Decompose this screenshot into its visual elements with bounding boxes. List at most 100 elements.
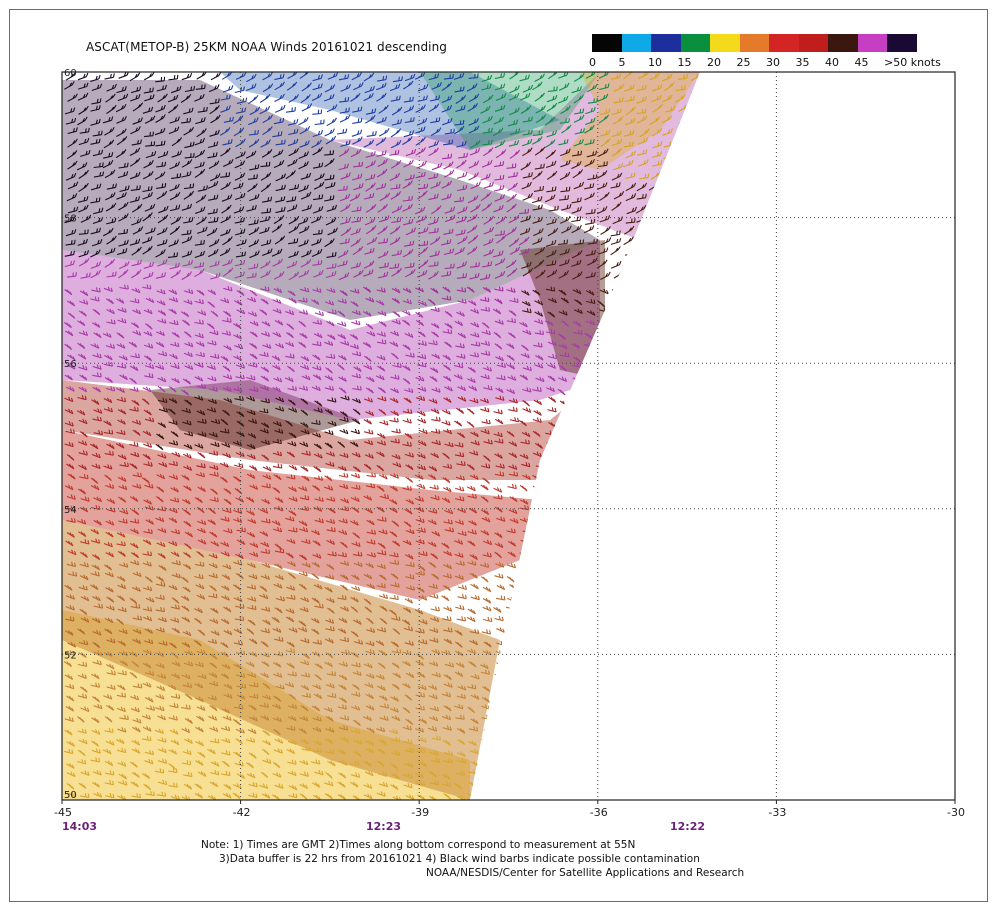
plot-border [61,71,956,801]
wind-barb [430,117,441,124]
wind-barb [509,246,521,255]
wind-barb [585,585,595,591]
wind-barb [246,443,256,450]
wind-barb [209,105,220,115]
wind-barb [91,399,100,405]
wind-barb [481,738,491,745]
wind-barb [662,541,672,548]
wind-barb [546,441,556,447]
wind-barb [376,464,385,472]
wind-barb [610,182,621,189]
wind-barb [115,442,125,449]
wind-barb [247,311,258,317]
wind-barb [79,562,89,568]
wind-barb [259,309,268,316]
wind-barb [312,639,323,645]
wind-barb [625,552,634,559]
wind-barb [416,483,426,490]
wind-barb [338,387,347,394]
wind-barb [417,340,427,347]
wind-barb [638,494,648,501]
wind-barb [117,318,127,324]
wind-barb [324,150,335,156]
wind-barb [259,226,270,235]
wind-barb [624,542,634,549]
wind-barb [519,453,529,460]
wind-barb [532,780,542,787]
wind-barb [325,727,335,733]
wind-barb [365,740,375,746]
wind-barb [66,783,75,790]
wind-barb [169,225,181,235]
wind-barb [610,487,619,494]
wind-barb [651,191,663,201]
wind-barb [548,575,557,582]
wind-barb [207,507,216,515]
wind-barb [704,227,713,232]
wind-barb [492,308,502,315]
wind-barb [64,250,75,257]
wind-barb [636,108,647,115]
wind-barb [626,628,635,635]
wind-barb [624,307,634,313]
wind-barb [506,663,516,669]
wind-barb [636,115,648,124]
wind-barb [220,181,231,191]
wind-barb [481,329,491,336]
wind-barb [665,727,675,733]
wind-barb [456,261,468,269]
wind-barb [338,760,348,766]
wind-barb [93,162,104,169]
wind-barb [600,137,611,148]
wind-barb [636,182,648,192]
wind-barb [65,428,75,434]
wind-barb [366,519,375,526]
wind-barb [181,704,191,710]
wind-barb [431,439,441,446]
wind-zone [62,430,540,600]
wind-barb [313,693,323,700]
wind-barb [534,73,545,82]
wind-barb [454,86,465,93]
wind-barb [701,130,711,136]
wind-barb [639,429,650,435]
wind-barb [587,98,598,104]
wind-barb [119,714,129,721]
wind-barb [429,780,439,786]
wind-barb [196,594,206,600]
wind-barb [339,452,349,459]
wind-barb [431,81,443,90]
wind-barb [546,540,555,546]
wind-barb [691,286,700,292]
wind-barb [210,418,221,425]
wind-barb [223,528,233,534]
wind-barb [298,151,310,160]
wind-barb [311,651,321,657]
wind-barb [599,83,610,91]
wind-barb [585,218,596,225]
wind-barb [416,117,428,126]
wind-barb [131,246,142,256]
wind-barb [691,261,700,269]
wind-barb [209,353,220,359]
wind-barb [298,225,310,234]
wind-barb [635,205,647,214]
wind-barb [184,341,194,348]
wind-barb [131,269,142,279]
wind-barb [701,465,708,470]
wind-barb [664,82,675,91]
wind-barb [558,538,569,545]
wind-barb [689,237,700,245]
wind-barb [105,192,116,201]
wind-barb [534,299,544,306]
wind-barb [470,181,481,190]
wind-barb [675,496,685,503]
wind-barb [509,584,518,591]
wind-barb [194,332,204,339]
wind-barb [272,149,284,158]
wind-barb [662,161,673,170]
wind-barb [91,564,100,571]
wind-barb [470,674,480,680]
wind-barb [249,193,260,202]
wind-barb [116,192,127,200]
